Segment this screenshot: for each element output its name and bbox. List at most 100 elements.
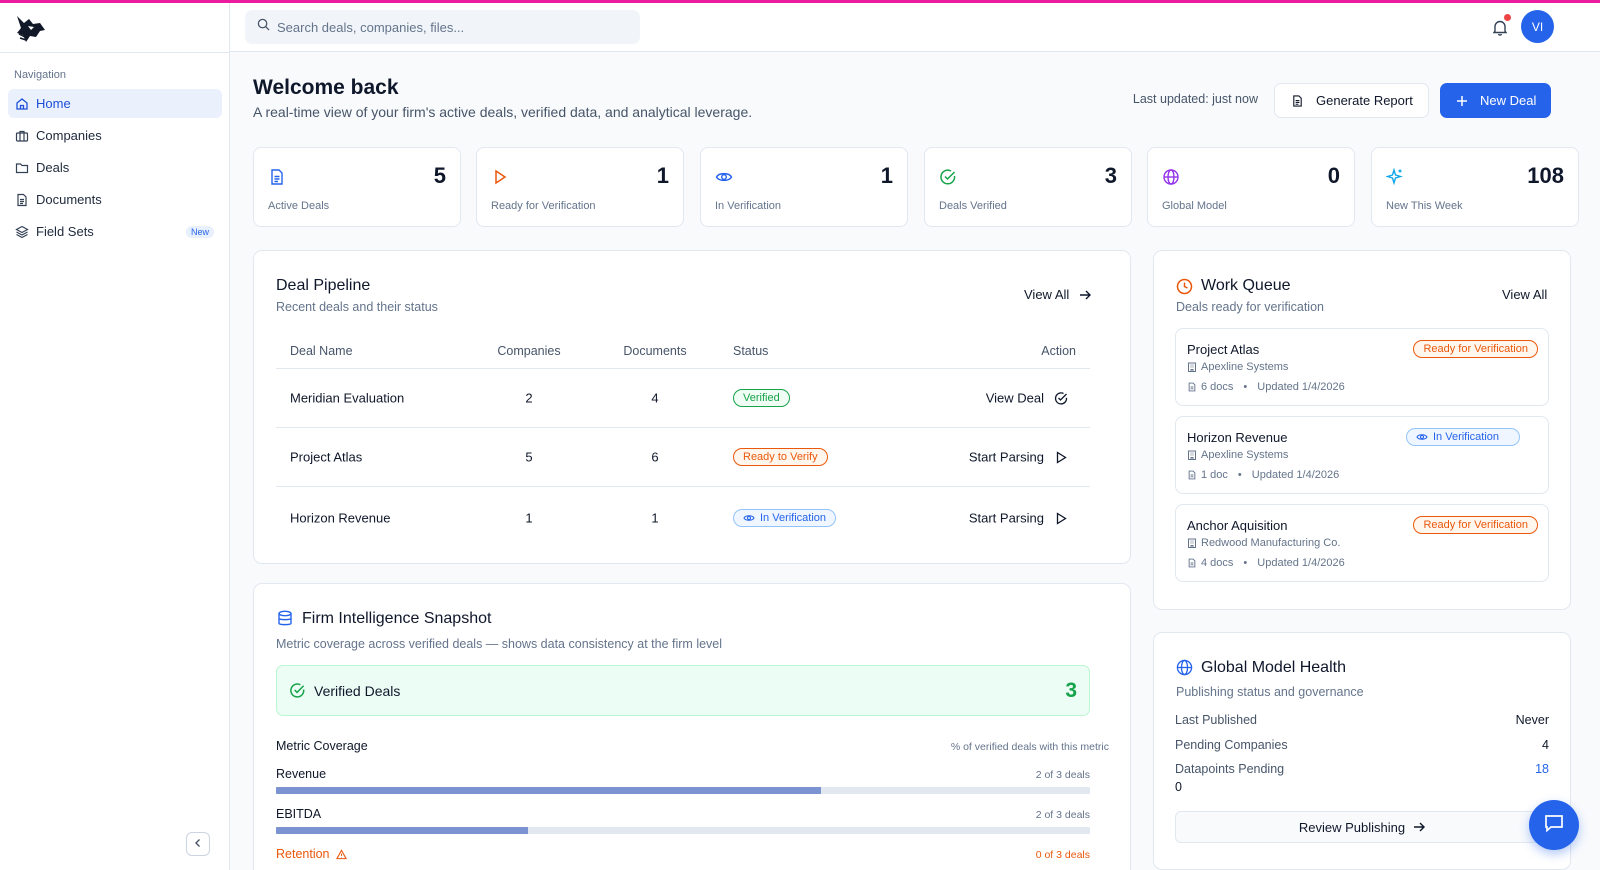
search-bar[interactable] (245, 10, 640, 44)
meta-line: 1 doc • Updated 1/4/2026 (1187, 469, 1339, 481)
deal-name: Project Atlas (290, 449, 363, 465)
play-icon (1054, 450, 1068, 464)
stat-value: 0 (1327, 163, 1340, 188)
wolf-logo-icon[interactable] (14, 13, 48, 45)
stat-label: Deals Verified (939, 200, 1007, 212)
sidebar-item-documents[interactable]: Documents (8, 185, 222, 214)
arrow-right-icon (1413, 821, 1426, 833)
stat-value: 1 (656, 163, 669, 188)
review-publishing-button[interactable]: Review Publishing (1175, 811, 1549, 843)
avatar[interactable]: VI (1521, 10, 1554, 43)
sidebar-item-companies[interactable]: Companies (8, 121, 222, 150)
chevron-left-icon (193, 835, 203, 853)
action-label: Start Parsing (968, 449, 1044, 465)
eye-icon (715, 168, 733, 186)
row-label: Pending Companies (1175, 738, 1288, 752)
bell-icon[interactable] (1492, 16, 1512, 38)
stat-card-active-deals[interactable]: 5 Active Deals (253, 147, 461, 227)
status-badge: In Verification (733, 509, 837, 527)
global-model-health-card: Global Model Health Publishing status an… (1153, 632, 1571, 870)
status-badge: In Verification (1406, 428, 1520, 446)
sidebar-item-deals[interactable]: Deals (8, 153, 222, 182)
sidebar-item-label: Home (36, 96, 71, 111)
globe-icon (1162, 168, 1180, 186)
sidebar-item-field-sets[interactable]: Field Sets New (8, 217, 222, 246)
company-line: Apexline Systems (1187, 361, 1288, 373)
companies-count: 5 (525, 449, 533, 465)
page-title: Welcome back (253, 76, 399, 99)
sidebar-item-label: Companies (36, 128, 102, 143)
datapoints-pending-row: Datapoints Pending 18 0 (1175, 762, 1549, 794)
documents-count: 6 (651, 449, 659, 465)
pipeline-view-all-link[interactable]: View All (1024, 287, 1092, 302)
sidebar: Navigation Home Companies Deals Document… (0, 3, 230, 870)
stat-card-deals-verified[interactable]: 3 Deals Verified (924, 147, 1132, 227)
company-line: Apexline Systems (1187, 449, 1288, 461)
sidebar-item-home[interactable]: Home (8, 89, 222, 118)
chat-button[interactable] (1529, 800, 1579, 850)
view-deal-button[interactable]: View Deal (986, 391, 1068, 406)
review-publishing-label: Review Publishing (1298, 819, 1406, 835)
search-input[interactable] (277, 19, 617, 35)
card-subtitle: Metric coverage across verified deals — … (276, 637, 723, 651)
stat-label: New This Week (1386, 200, 1463, 212)
work-queue-item[interactable]: Project Atlas Apexline Systems 6 docs • … (1175, 328, 1549, 406)
verified-deals-label: Verified Deals (314, 683, 401, 699)
meta-line: 4 docs • Updated 1/4/2026 (1187, 557, 1345, 569)
eye-icon (743, 512, 755, 524)
status-badge: Verified (733, 389, 790, 407)
work-queue-card: Work Queue Deals ready for verification … (1153, 250, 1571, 610)
row-extra-value: 0 (1175, 780, 1182, 794)
work-queue-view-all-link[interactable]: View All (1502, 287, 1548, 302)
deal-pipeline-card: Deal Pipeline Recent deals and their sta… (253, 250, 1131, 564)
status-label: In Verification (1433, 431, 1500, 443)
company-line: Redwood Manufacturing Co. (1187, 537, 1340, 549)
database-icon (277, 610, 293, 632)
start-parsing-button[interactable]: Start Parsing (969, 450, 1068, 465)
column-header-documents: Documents (623, 343, 687, 358)
metric-name: Retention (276, 847, 330, 861)
start-parsing-button[interactable]: Start Parsing (969, 511, 1068, 526)
stat-card-new-this-week[interactable]: 108 New This Week (1371, 147, 1579, 227)
card-title: Work Queue (1201, 277, 1291, 294)
status-badge: Ready for Verification (1413, 340, 1538, 358)
metric-progress-fill (276, 827, 529, 834)
work-queue-item[interactable]: Anchor Aquisition Redwood Manufacturing … (1175, 504, 1549, 582)
work-queue-item[interactable]: Horizon Revenue Apexline Systems 1 doc •… (1175, 416, 1549, 494)
metric-progress-fill (276, 787, 822, 794)
deal-name: Anchor Aquisition (1187, 518, 1288, 533)
stat-card-in-verification[interactable]: 1 In Verification (700, 147, 908, 227)
building-icon (1187, 362, 1197, 372)
card-title: Firm Intelligence Snapshot (302, 610, 492, 627)
new-badge: New (185, 225, 214, 238)
stat-label: In Verification (715, 200, 782, 212)
table-row[interactable]: Meridian Evaluation 2 4 Verified View De… (276, 369, 1090, 428)
collapse-sidebar-button[interactable] (186, 832, 210, 856)
search-icon (257, 18, 270, 36)
generate-report-button[interactable]: Generate Report (1274, 83, 1429, 118)
document-icon (268, 168, 286, 186)
metric-name: Revenue (276, 767, 327, 781)
table-header: Deal Name Companies Documents Status Act… (276, 333, 1090, 369)
table-row[interactable]: Horizon Revenue 1 1 In Verification Star… (276, 487, 1090, 549)
company-name: Redwood Manufacturing Co. (1201, 537, 1341, 549)
new-deal-button[interactable]: New Deal (1440, 83, 1551, 118)
nav-list: Home Companies Deals Documents Field Set… (8, 89, 222, 249)
stat-card-ready-for-verification[interactable]: 1 Ready for Verification (476, 147, 684, 227)
documents-count: 4 (651, 390, 659, 406)
stat-card-global-model[interactable]: 0 Global Model (1147, 147, 1355, 227)
row-value-link[interactable]: 18 (1535, 762, 1549, 776)
row-value: Never (1515, 713, 1549, 727)
notification-dot (1504, 14, 1511, 21)
stat-label: Ready for Verification (491, 200, 596, 212)
status-label: In Verification (760, 512, 827, 524)
table-row[interactable]: Project Atlas 5 6 Ready to Verify Start … (276, 428, 1090, 487)
check-circle-icon (1054, 391, 1068, 405)
firm-intelligence-card: Firm Intelligence Snapshot Metric covera… (253, 583, 1131, 870)
company-name: Apexline Systems (1201, 449, 1289, 461)
companies-count: 1 (525, 510, 533, 526)
page-subtitle: A real-time view of your firm's active d… (253, 104, 753, 120)
sidebar-item-label: Deals (36, 160, 70, 175)
card-subtitle: Publishing status and governance (1176, 685, 1364, 699)
column-header-action: Action (1041, 343, 1076, 358)
